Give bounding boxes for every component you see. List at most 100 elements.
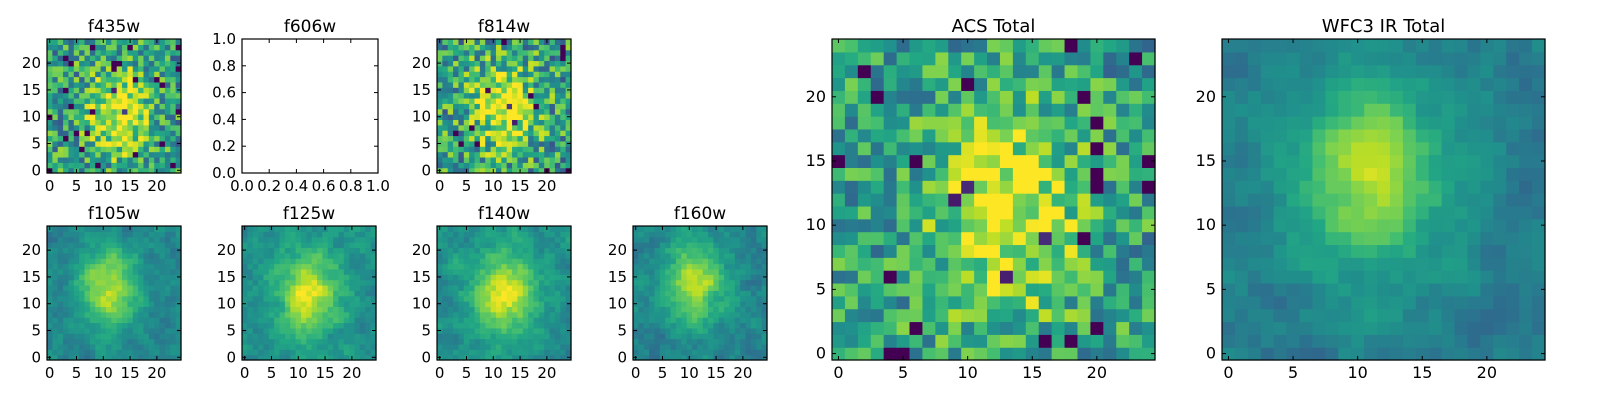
heatmap-cell [100, 252, 107, 259]
heatmap-cell [495, 274, 502, 281]
heatmap-cell [506, 151, 513, 158]
heatmap-cell [132, 87, 139, 94]
heatmap-cell [279, 338, 286, 345]
heatmap-cell [533, 349, 540, 356]
heatmap-cell [512, 135, 518, 142]
heatmap-cell [533, 92, 540, 99]
heatmap-cell [686, 295, 693, 302]
heatmap-cell [116, 327, 123, 334]
heatmap-cell [1051, 244, 1066, 258]
heatmap-cell [495, 49, 502, 56]
heatmap-cell [506, 290, 513, 297]
heatmap-cell [442, 258, 449, 265]
heatmap-cell [745, 231, 752, 238]
heatmap-cell [501, 119, 508, 126]
heatmap-cell [549, 156, 556, 163]
heatmap-cell [132, 301, 139, 307]
heatmap-cell [95, 49, 102, 56]
heatmap-cell [95, 146, 102, 153]
heatmap-cell [1441, 282, 1456, 297]
heatmap-cell [132, 252, 139, 259]
heatmap-cell [116, 295, 123, 302]
heatmap-cell [458, 162, 465, 169]
heatmap-cell [258, 242, 265, 249]
heatmap-cell [365, 354, 372, 361]
heatmap-cell [105, 311, 112, 318]
heatmap-cell [697, 343, 704, 350]
heatmap-cell [922, 64, 936, 79]
heatmap-cell [935, 334, 949, 348]
heatmap-cell [883, 141, 898, 156]
heatmap-cell [544, 49, 551, 56]
heatmap-cell [670, 252, 677, 259]
heatmap-cell [1025, 218, 1040, 233]
heatmap-cell [63, 349, 70, 356]
heatmap-cell [490, 81, 497, 88]
heatmap-cell [643, 242, 650, 249]
heatmap-cell [528, 226, 535, 232]
heatmap-cell [442, 274, 449, 281]
heatmap-cell [84, 156, 91, 163]
heatmap-cell [258, 247, 265, 254]
heatmap-cell [327, 295, 334, 302]
heatmap-cell [1103, 282, 1117, 297]
heatmap-cell [649, 258, 656, 265]
heatmap-cell [327, 301, 334, 307]
heatmap-cell [148, 49, 155, 56]
heatmap-cell [1064, 64, 1079, 79]
heatmap-cell [95, 242, 102, 249]
heatmap-cell [79, 268, 86, 275]
heatmap-cell [143, 162, 150, 169]
heatmap-cell [47, 252, 53, 259]
heatmap-cell [84, 103, 91, 110]
heatmap-cell [148, 60, 155, 67]
heatmap-cell [1312, 205, 1326, 220]
heatmap-cell [447, 274, 454, 281]
heatmap-cell [554, 279, 561, 286]
heatmap-cell [73, 114, 80, 120]
heatmap-cell [132, 140, 139, 147]
heatmap-cell [175, 55, 182, 62]
heatmap-cell [554, 162, 561, 169]
heatmap-cell [538, 231, 545, 238]
heatmap-cell [697, 252, 704, 259]
heatmap-cell [469, 140, 476, 147]
heatmap-cell [560, 65, 567, 72]
heatmap-cell [89, 55, 96, 62]
heatmap-cell [359, 317, 366, 324]
heatmap-cell [442, 76, 449, 83]
heatmap-cell [659, 306, 666, 313]
heatmap-cell [935, 77, 949, 91]
heatmap-cell [1441, 295, 1456, 310]
heatmap-cell [132, 263, 139, 270]
heatmap-cell [370, 263, 377, 270]
heatmap-cell [79, 252, 86, 259]
heatmap-cell [549, 140, 556, 147]
heatmap-cell [306, 290, 313, 297]
heatmap-cell [274, 338, 281, 345]
heatmap-cell [1312, 295, 1326, 310]
heatmap-cell [750, 242, 757, 249]
heatmap-cell [105, 71, 112, 78]
heatmap-cell [343, 236, 350, 243]
heatmap-cell [495, 81, 502, 88]
heatmap-cell [999, 141, 1014, 156]
heatmap-cell [638, 236, 645, 243]
heatmap-cell [708, 268, 714, 275]
x-tick-label: 5 [898, 363, 908, 382]
heatmap-cell [883, 295, 898, 310]
heatmap-cell [1129, 295, 1143, 310]
heatmap-cell [883, 308, 898, 323]
heatmap-cell [284, 295, 291, 302]
heatmap-cell [501, 124, 508, 131]
heatmap-cell [47, 44, 53, 51]
heatmap-cell [501, 87, 508, 94]
heatmap-cell [554, 97, 561, 104]
heatmap-cell [999, 154, 1014, 168]
heatmap-cell [132, 226, 139, 232]
heatmap-cell [354, 279, 361, 286]
heatmap-cell [57, 140, 64, 147]
x-tick-label: 1.0 [366, 177, 390, 195]
heatmap-cell [1506, 218, 1520, 233]
heatmap-cell [649, 279, 656, 286]
